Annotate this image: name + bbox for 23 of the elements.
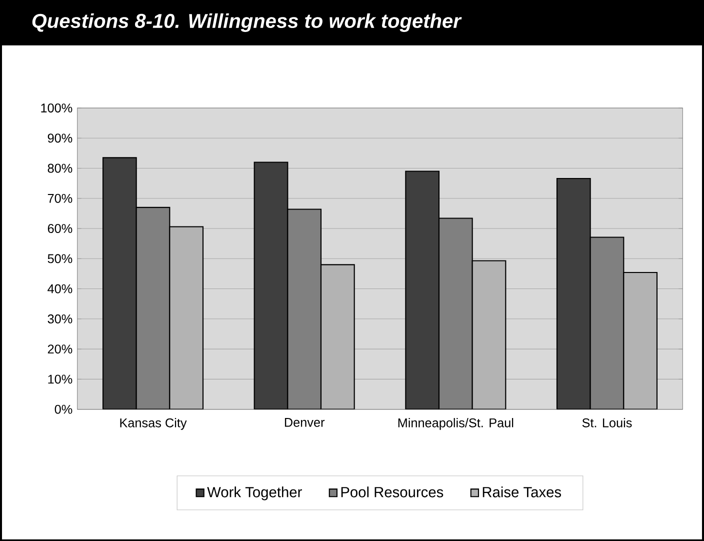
bar: [472, 260, 506, 410]
bar: [623, 272, 658, 410]
y-tick-label: 40%: [48, 284, 72, 294]
y-tick-label: 80%: [48, 164, 72, 173]
legend-label: Pool Resources: [341, 486, 444, 498]
bar: [169, 226, 204, 410]
legend-label: Raise Taxes: [482, 486, 562, 498]
y-tick-label: 10%: [48, 374, 72, 384]
x-tick-label: Denver: [284, 418, 325, 427]
y-tick-label: 30%: [48, 314, 72, 324]
legend-label: Work Together: [207, 486, 302, 500]
y-tick-label: 100%: [41, 103, 72, 112]
x-tick-label: Kansas City: [120, 418, 187, 430]
x-tick-label: St. Louis: [582, 418, 632, 428]
chart-title: Questions 8-10. Willingness to work together: [32, 13, 462, 32]
y-tick-label: 90%: [48, 133, 72, 142]
y-tick-label: 0%: [54, 404, 72, 414]
x-tick-label: Minneapolis/St. Paul: [398, 418, 514, 430]
y-tick-label: 60%: [48, 224, 72, 233]
y-tick-label: 70%: [48, 194, 72, 203]
y-tick-label: 50%: [48, 254, 72, 263]
y-tick-label: 20%: [48, 344, 72, 354]
bar: [320, 264, 355, 410]
